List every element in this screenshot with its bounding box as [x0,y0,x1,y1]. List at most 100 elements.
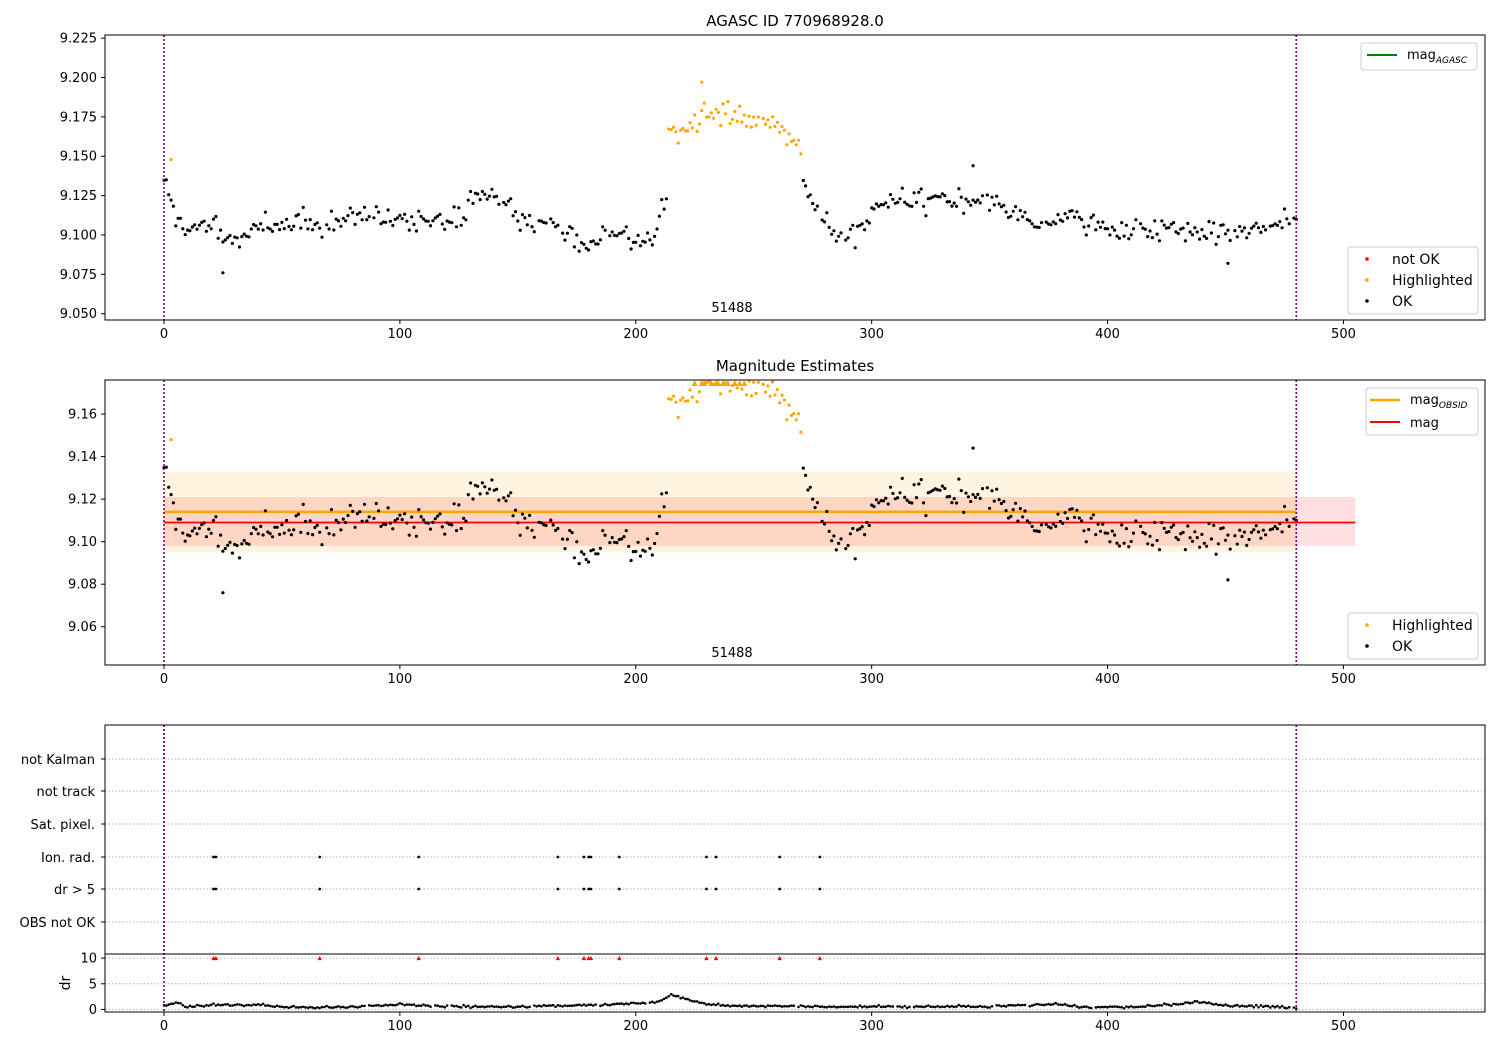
ok-point [1169,222,1173,226]
ok-point [485,197,489,201]
ok-point [254,224,258,228]
dr-point [1075,1005,1079,1008]
ok-point [936,488,940,492]
ok-point [1113,533,1117,537]
highlighted-point [749,125,754,129]
ok-point [950,204,954,208]
ok-point [223,238,227,242]
dr-point [167,1003,170,1006]
dr-point [207,1004,211,1007]
dr-point [1122,1007,1126,1010]
ok-point [1030,222,1034,226]
ok-point [1070,209,1074,213]
dr-point [797,1005,800,1009]
ok-point [487,194,492,198]
ok-point [1070,507,1074,511]
ok-point [860,222,864,226]
dr-point [997,1004,1001,1007]
agasc-points [162,80,1298,275]
ok-point [410,515,414,519]
dr-point [693,1000,696,1003]
highlighted-point [785,418,789,422]
ok-point [1212,221,1216,225]
dr-point [676,994,680,998]
ok-point [414,534,418,538]
dr-point [1236,1003,1239,1007]
dr-point [1283,1006,1286,1009]
ok-point [1108,233,1112,237]
dr-point [181,1003,185,1007]
ok-point [289,228,293,232]
flag-point [318,855,322,859]
ok-point [1115,234,1119,238]
ok-point [1063,511,1067,515]
ok-point [174,527,178,532]
dr-point [1214,1002,1218,1006]
ok-point [591,548,595,552]
ok-point [341,216,345,220]
flag-category-labels: not Kalman not track Sat. pixel. Ion. rad. d… [20,753,105,931]
dr-clipped-marker [213,955,219,961]
ok-point [1179,227,1183,231]
ok-point [1058,519,1062,524]
dr-point [1233,1004,1237,1007]
ok-point [1150,236,1154,240]
dr-point [1167,1003,1171,1007]
ok-point [813,208,817,212]
ok-point [1167,530,1171,534]
ok-point [1124,527,1128,531]
dr-point [802,1004,805,1008]
ok-point [282,227,286,231]
ok-point [190,529,194,533]
dr-point [299,1005,303,1009]
ok-point [572,245,577,249]
ok-point [848,532,853,536]
ok-point [268,227,272,231]
ok-point [1032,225,1036,229]
dr-point [1115,1005,1119,1008]
ok-point [367,215,371,219]
dr-point [1148,1004,1152,1007]
dr-point [927,1004,930,1007]
ok-point [211,217,216,221]
ok-point [903,495,907,499]
ok-point [959,489,963,493]
dr-point [209,1003,213,1007]
dr-point [1021,1003,1024,1007]
ok-point [1103,531,1107,535]
ok-point [806,488,810,492]
ok-point [169,198,173,202]
ok-point [1089,516,1093,520]
dr-point [426,1004,430,1007]
ok-point [851,223,855,227]
ok-point [167,485,171,489]
ok-point [275,222,279,226]
dr-point [1007,1003,1010,1007]
dr-clipped-marker [777,955,782,961]
ok-point [1153,219,1157,223]
clipped-highlighted-marker [724,380,731,386]
ok-point [1039,221,1044,225]
dr-point [712,1003,715,1006]
ok-point [315,221,319,225]
dr-point [606,1003,609,1007]
dr-point [1085,1005,1088,1008]
ok-point [1172,523,1176,527]
ok-point [627,236,631,241]
dr-point [684,997,687,1001]
dr-point [1037,1003,1041,1006]
ok-point [1233,229,1237,233]
ok-point [964,491,968,495]
dr-point [613,1002,616,1006]
dr-point [870,1005,873,1008]
ok-point [1091,513,1095,517]
ok-point [1014,501,1018,505]
highlighted-point [669,128,673,132]
ok-point [1134,519,1138,523]
dr-point [1082,1005,1086,1008]
dr-point [1191,1001,1194,1004]
ok-point [1181,530,1185,535]
ok-point [1065,516,1070,521]
ok-point [311,228,315,232]
ok-point [372,516,376,521]
